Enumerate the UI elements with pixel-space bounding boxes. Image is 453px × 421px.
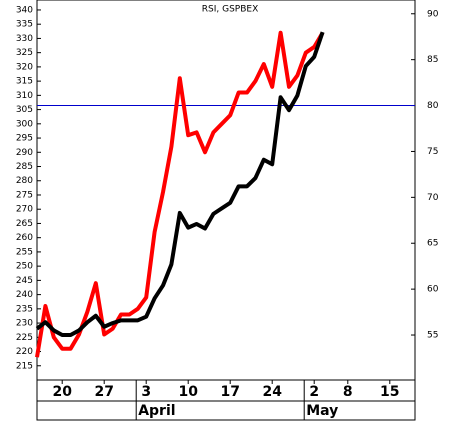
x-tick-label: 17 xyxy=(220,384,239,400)
x-tick-label: 2 xyxy=(309,384,319,400)
y-tick-label: 260 xyxy=(16,233,33,243)
x-tick-label: 27 xyxy=(94,384,113,400)
y-tick-label: 245 xyxy=(16,276,33,286)
plot-frame xyxy=(36,0,416,381)
y2-tick-label: 55 xyxy=(427,331,438,341)
series-line xyxy=(35,30,325,358)
y-tick-label: 215 xyxy=(16,361,33,371)
y2-tick-label: 85 xyxy=(427,55,438,65)
month-label: April xyxy=(138,403,175,419)
month-label: May xyxy=(306,403,338,419)
x-tick-label: 24 xyxy=(262,384,282,400)
y-tick-label: 285 xyxy=(16,162,33,172)
y2-tick-label: 70 xyxy=(427,193,439,203)
y-tick-label: 310 xyxy=(16,91,33,101)
y-tick-label: 275 xyxy=(16,190,33,200)
date-axis-frame xyxy=(36,379,416,421)
y-tick-label: 220 xyxy=(16,347,33,357)
y-tick-label: 305 xyxy=(16,105,33,115)
y-tick-label: 290 xyxy=(16,148,33,158)
y-tick-label: 340 xyxy=(16,5,33,15)
x-tick-label: 10 xyxy=(178,384,198,400)
x-tick-label: 20 xyxy=(52,384,72,400)
y2-tick-label: 60 xyxy=(427,285,439,295)
y-tick-label: 230 xyxy=(16,319,33,329)
chart-title: RSI, GSPBEX xyxy=(202,5,258,15)
y-tick-label: 235 xyxy=(16,304,33,314)
y-tick-label: 330 xyxy=(16,34,33,44)
y-tick-label: 295 xyxy=(16,134,33,144)
y2-tick-label: 80 xyxy=(427,101,439,111)
x-tick-label: 15 xyxy=(380,384,399,400)
y-tick-label: 335 xyxy=(16,20,33,30)
x-tick-label: 3 xyxy=(141,384,151,400)
y-tick-label: 240 xyxy=(16,290,33,300)
x-tick-label: 8 xyxy=(343,384,353,400)
y-tick-label: 300 xyxy=(16,119,33,129)
y-tick-label: 280 xyxy=(16,176,33,186)
y2-tick-label: 90 xyxy=(427,9,439,19)
series-line xyxy=(35,31,325,338)
y-tick-label: 225 xyxy=(16,333,33,343)
y-tick-label: 250 xyxy=(16,262,33,272)
y-tick-label: 315 xyxy=(16,77,33,87)
y-tick-label: 270 xyxy=(16,205,33,215)
y2-tick-label: 75 xyxy=(427,147,438,157)
y-tick-label: 255 xyxy=(16,247,33,257)
y-tick-label: 320 xyxy=(16,62,33,72)
y-tick-label: 265 xyxy=(16,219,33,229)
y2-tick-label: 65 xyxy=(427,239,438,249)
y-tick-label: 325 xyxy=(16,48,33,58)
